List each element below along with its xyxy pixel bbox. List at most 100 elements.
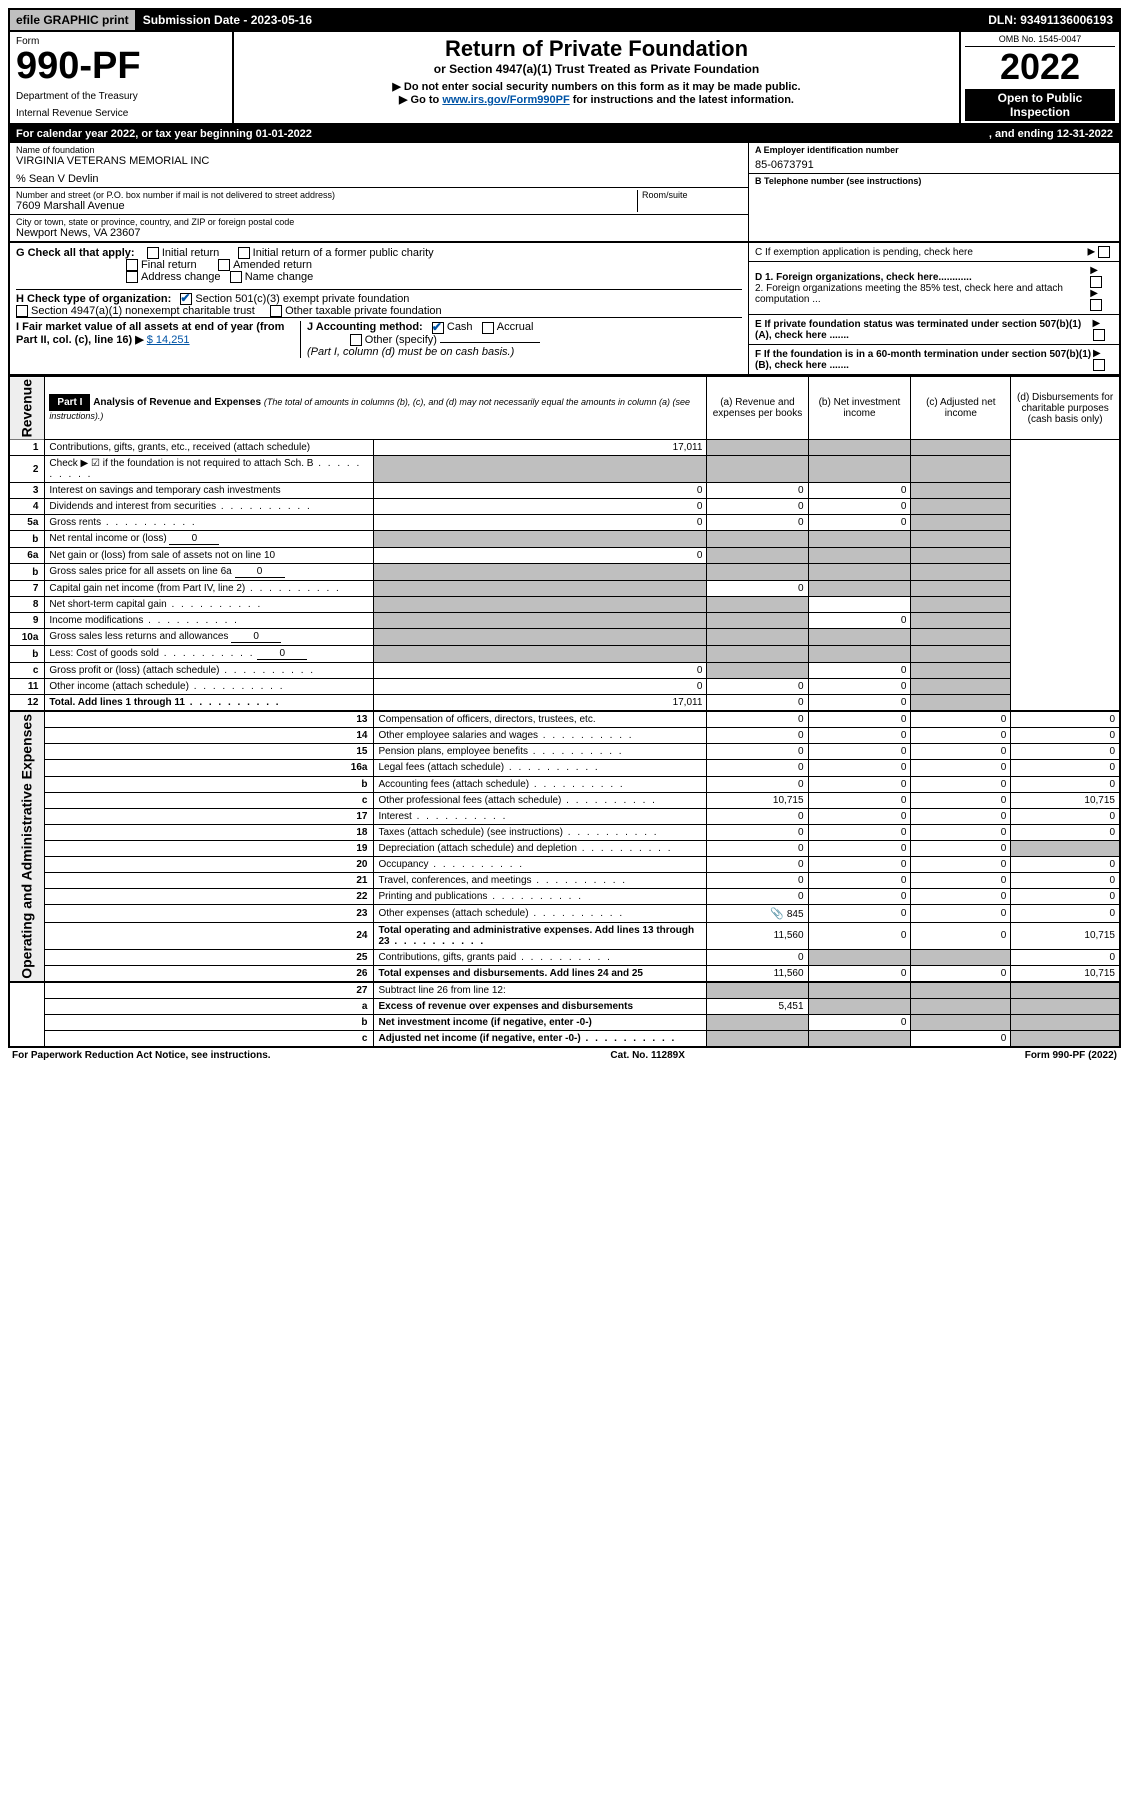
col-a-value [374, 629, 707, 646]
col-d-value [1011, 982, 1120, 999]
checks-right: C If exemption application is pending, c… [748, 243, 1119, 374]
initial-former-checkbox[interactable] [238, 247, 250, 259]
row-num: 13 [45, 711, 374, 728]
table-row: 22 Printing and publications 0 0 0 0 [9, 888, 1120, 904]
col-a-value: 0 [707, 888, 808, 904]
foundation-name-label: Name of foundation [16, 145, 742, 155]
efile-label[interactable]: efile GRAPHIC print [10, 10, 137, 30]
row-num: b [45, 1015, 374, 1031]
address-change-checkbox[interactable] [126, 271, 138, 283]
h-label: H Check type of organization: [16, 293, 171, 305]
col-a-value [374, 646, 707, 663]
row-num: a [45, 999, 374, 1015]
col-c-value: 0 [808, 499, 911, 515]
submission-date: Submission Date - 2023-05-16 [137, 10, 983, 30]
col-a-value: 📎 845 [707, 904, 808, 922]
col-c-value: 0 [911, 965, 1011, 982]
cash-checkbox[interactable] [432, 322, 444, 334]
row-desc: Gross sales price for all assets on line… [45, 564, 374, 581]
row-num: 26 [45, 965, 374, 982]
row-desc: Accounting fees (attach schedule) [374, 776, 707, 792]
col-b-value [707, 456, 808, 483]
open-inspection: Open to Public Inspection [965, 89, 1115, 121]
col-b-value: 0 [808, 792, 911, 808]
row-desc: Net rental income or (loss) 0 [45, 531, 374, 548]
col-d-value: 0 [1011, 760, 1120, 776]
col-c-value [808, 629, 911, 646]
row-num: 1 [9, 440, 45, 456]
f-checkbox[interactable] [1093, 359, 1105, 371]
initial-return-checkbox[interactable] [147, 247, 159, 259]
col-a-value: 17,011 [374, 440, 707, 456]
col-a-value: 0 [707, 728, 808, 744]
row-desc: Travel, conferences, and meetings [374, 872, 707, 888]
e-checkbox[interactable] [1093, 329, 1105, 341]
form990pf-link[interactable]: www.irs.gov/Form990PF [442, 94, 569, 106]
city: Newport News, VA 23607 [16, 227, 742, 239]
form-title-block: Return of Private Foundation or Section … [234, 32, 959, 123]
form-header: Form 990-PF Department of the Treasury I… [8, 32, 1121, 125]
501c3-checkbox[interactable] [180, 293, 192, 305]
col-c-value: 0 [911, 760, 1011, 776]
name-change-checkbox[interactable] [230, 271, 242, 283]
table-row: 1 Contributions, gifts, grants, etc., re… [9, 440, 1120, 456]
table-row: a Excess of revenue over expenses and di… [9, 999, 1120, 1015]
col-c-value: 0 [808, 483, 911, 499]
col-c-value: 0 [911, 776, 1011, 792]
attachment-icon[interactable]: 📎 [770, 908, 784, 920]
amended-return-checkbox[interactable] [218, 259, 230, 271]
row-num: 5a [9, 515, 45, 531]
d1-checkbox[interactable] [1090, 276, 1102, 288]
row-num: 15 [45, 744, 374, 760]
row-desc: Income modifications [45, 613, 374, 629]
col-b-value: 0 [808, 728, 911, 744]
col-a-value: 0 [374, 499, 707, 515]
row-desc: Contributions, gifts, grants paid [374, 949, 707, 965]
col-a-value [707, 1015, 808, 1031]
checks-left: G Check all that apply: Initial return I… [10, 243, 748, 374]
f-label: F If the foundation is in a 60-month ter… [755, 349, 1093, 371]
col-a-value: 0 [374, 515, 707, 531]
row-num: 4 [9, 499, 45, 515]
col-b-value: 0 [808, 744, 911, 760]
part1-label: Part I [49, 394, 90, 411]
col-d-value: 0 [1011, 744, 1120, 760]
row-desc: Depreciation (attach schedule) and deple… [374, 840, 707, 856]
table-row: c Gross profit or (loss) (attach schedul… [9, 663, 1120, 679]
col-c-value [911, 999, 1011, 1015]
top-bar: efile GRAPHIC print Submission Date - 20… [8, 8, 1121, 32]
col-c-value: 0 [911, 792, 1011, 808]
col-b-value [808, 982, 911, 999]
col-b-value: 0 [707, 679, 808, 695]
col-a-value [374, 613, 707, 629]
col-b-value: 0 [808, 922, 911, 949]
d2-checkbox[interactable] [1090, 299, 1102, 311]
other-method-checkbox[interactable] [350, 334, 362, 346]
col-a-value: 11,560 [707, 965, 808, 982]
col-a-value: 17,011 [374, 695, 707, 712]
col-b-value [808, 1031, 911, 1048]
col-a-value [707, 982, 808, 999]
col-a-value: 0 [707, 824, 808, 840]
col-a-value: 0 [707, 711, 808, 728]
fmv-link[interactable]: $ 14,251 [147, 334, 190, 346]
final-return-checkbox[interactable] [126, 259, 138, 271]
row-num: 21 [45, 872, 374, 888]
col-c-value: 0 [911, 808, 1011, 824]
col-d-value [911, 613, 1011, 629]
table-row: 15 Pension plans, employee benefits 0 0 … [9, 744, 1120, 760]
col-b-value [707, 646, 808, 663]
accrual-checkbox[interactable] [482, 322, 494, 334]
other-taxable-checkbox[interactable] [270, 305, 282, 317]
col-b-value: 0 [808, 824, 911, 840]
col-b-value: 0 [808, 840, 911, 856]
col-d-value [911, 499, 1011, 515]
col-c-value: 0 [911, 888, 1011, 904]
table-row: c Adjusted net income (if negative, ente… [9, 1031, 1120, 1048]
col-c-value: 0 [911, 840, 1011, 856]
row-num: 3 [9, 483, 45, 499]
table-row: 27 Subtract line 26 from line 12: [9, 982, 1120, 999]
c-checkbox[interactable] [1098, 246, 1110, 258]
table-row: b Net rental income or (loss) 0 [9, 531, 1120, 548]
4947-checkbox[interactable] [16, 305, 28, 317]
